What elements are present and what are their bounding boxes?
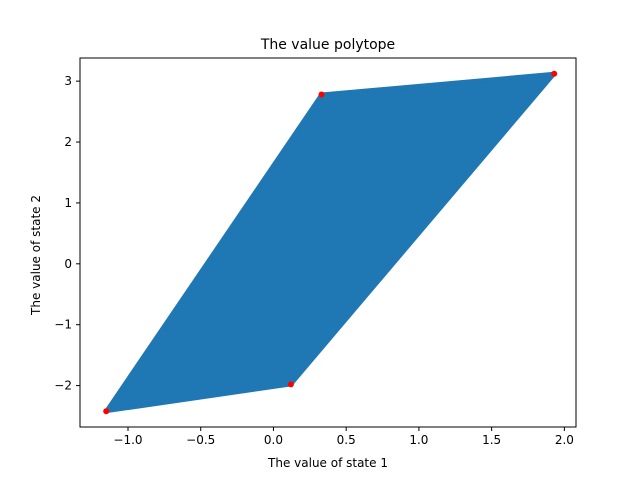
x-tick-label: 1.0 xyxy=(409,433,428,447)
x-tick-label: −1.0 xyxy=(113,433,142,447)
vertex-point-4 xyxy=(551,70,558,77)
y-tick-label: −2 xyxy=(54,379,72,393)
x-tick-label: 2.0 xyxy=(555,433,574,447)
vertex-point-1 xyxy=(103,408,110,415)
x-tick-label: 0.0 xyxy=(264,433,283,447)
x-tick-label: −0.5 xyxy=(186,433,215,447)
vertex-point-3 xyxy=(318,91,325,98)
y-tick-label: 2 xyxy=(64,135,72,149)
y-tick-label: 1 xyxy=(64,196,72,210)
x-tick-label: 1.5 xyxy=(482,433,501,447)
y-axis-label: The value of state 2 xyxy=(29,195,43,316)
y-axis: −2 −1 0 1 2 3 xyxy=(54,74,80,393)
y-tick-label: 3 xyxy=(64,74,72,88)
y-tick-label: −1 xyxy=(54,318,72,332)
y-tick-label: 0 xyxy=(64,257,72,271)
chart-title: The value polytope xyxy=(260,37,395,53)
x-axis: −1.0 −0.5 0.0 0.5 1.0 1.5 2.0 xyxy=(113,427,574,447)
axes-frame xyxy=(79,57,577,428)
plot-area xyxy=(103,70,558,415)
x-tick-label: 0.5 xyxy=(337,433,356,447)
vertex-point-2 xyxy=(287,381,294,388)
x-axis-label: The value of state 1 xyxy=(267,456,388,470)
